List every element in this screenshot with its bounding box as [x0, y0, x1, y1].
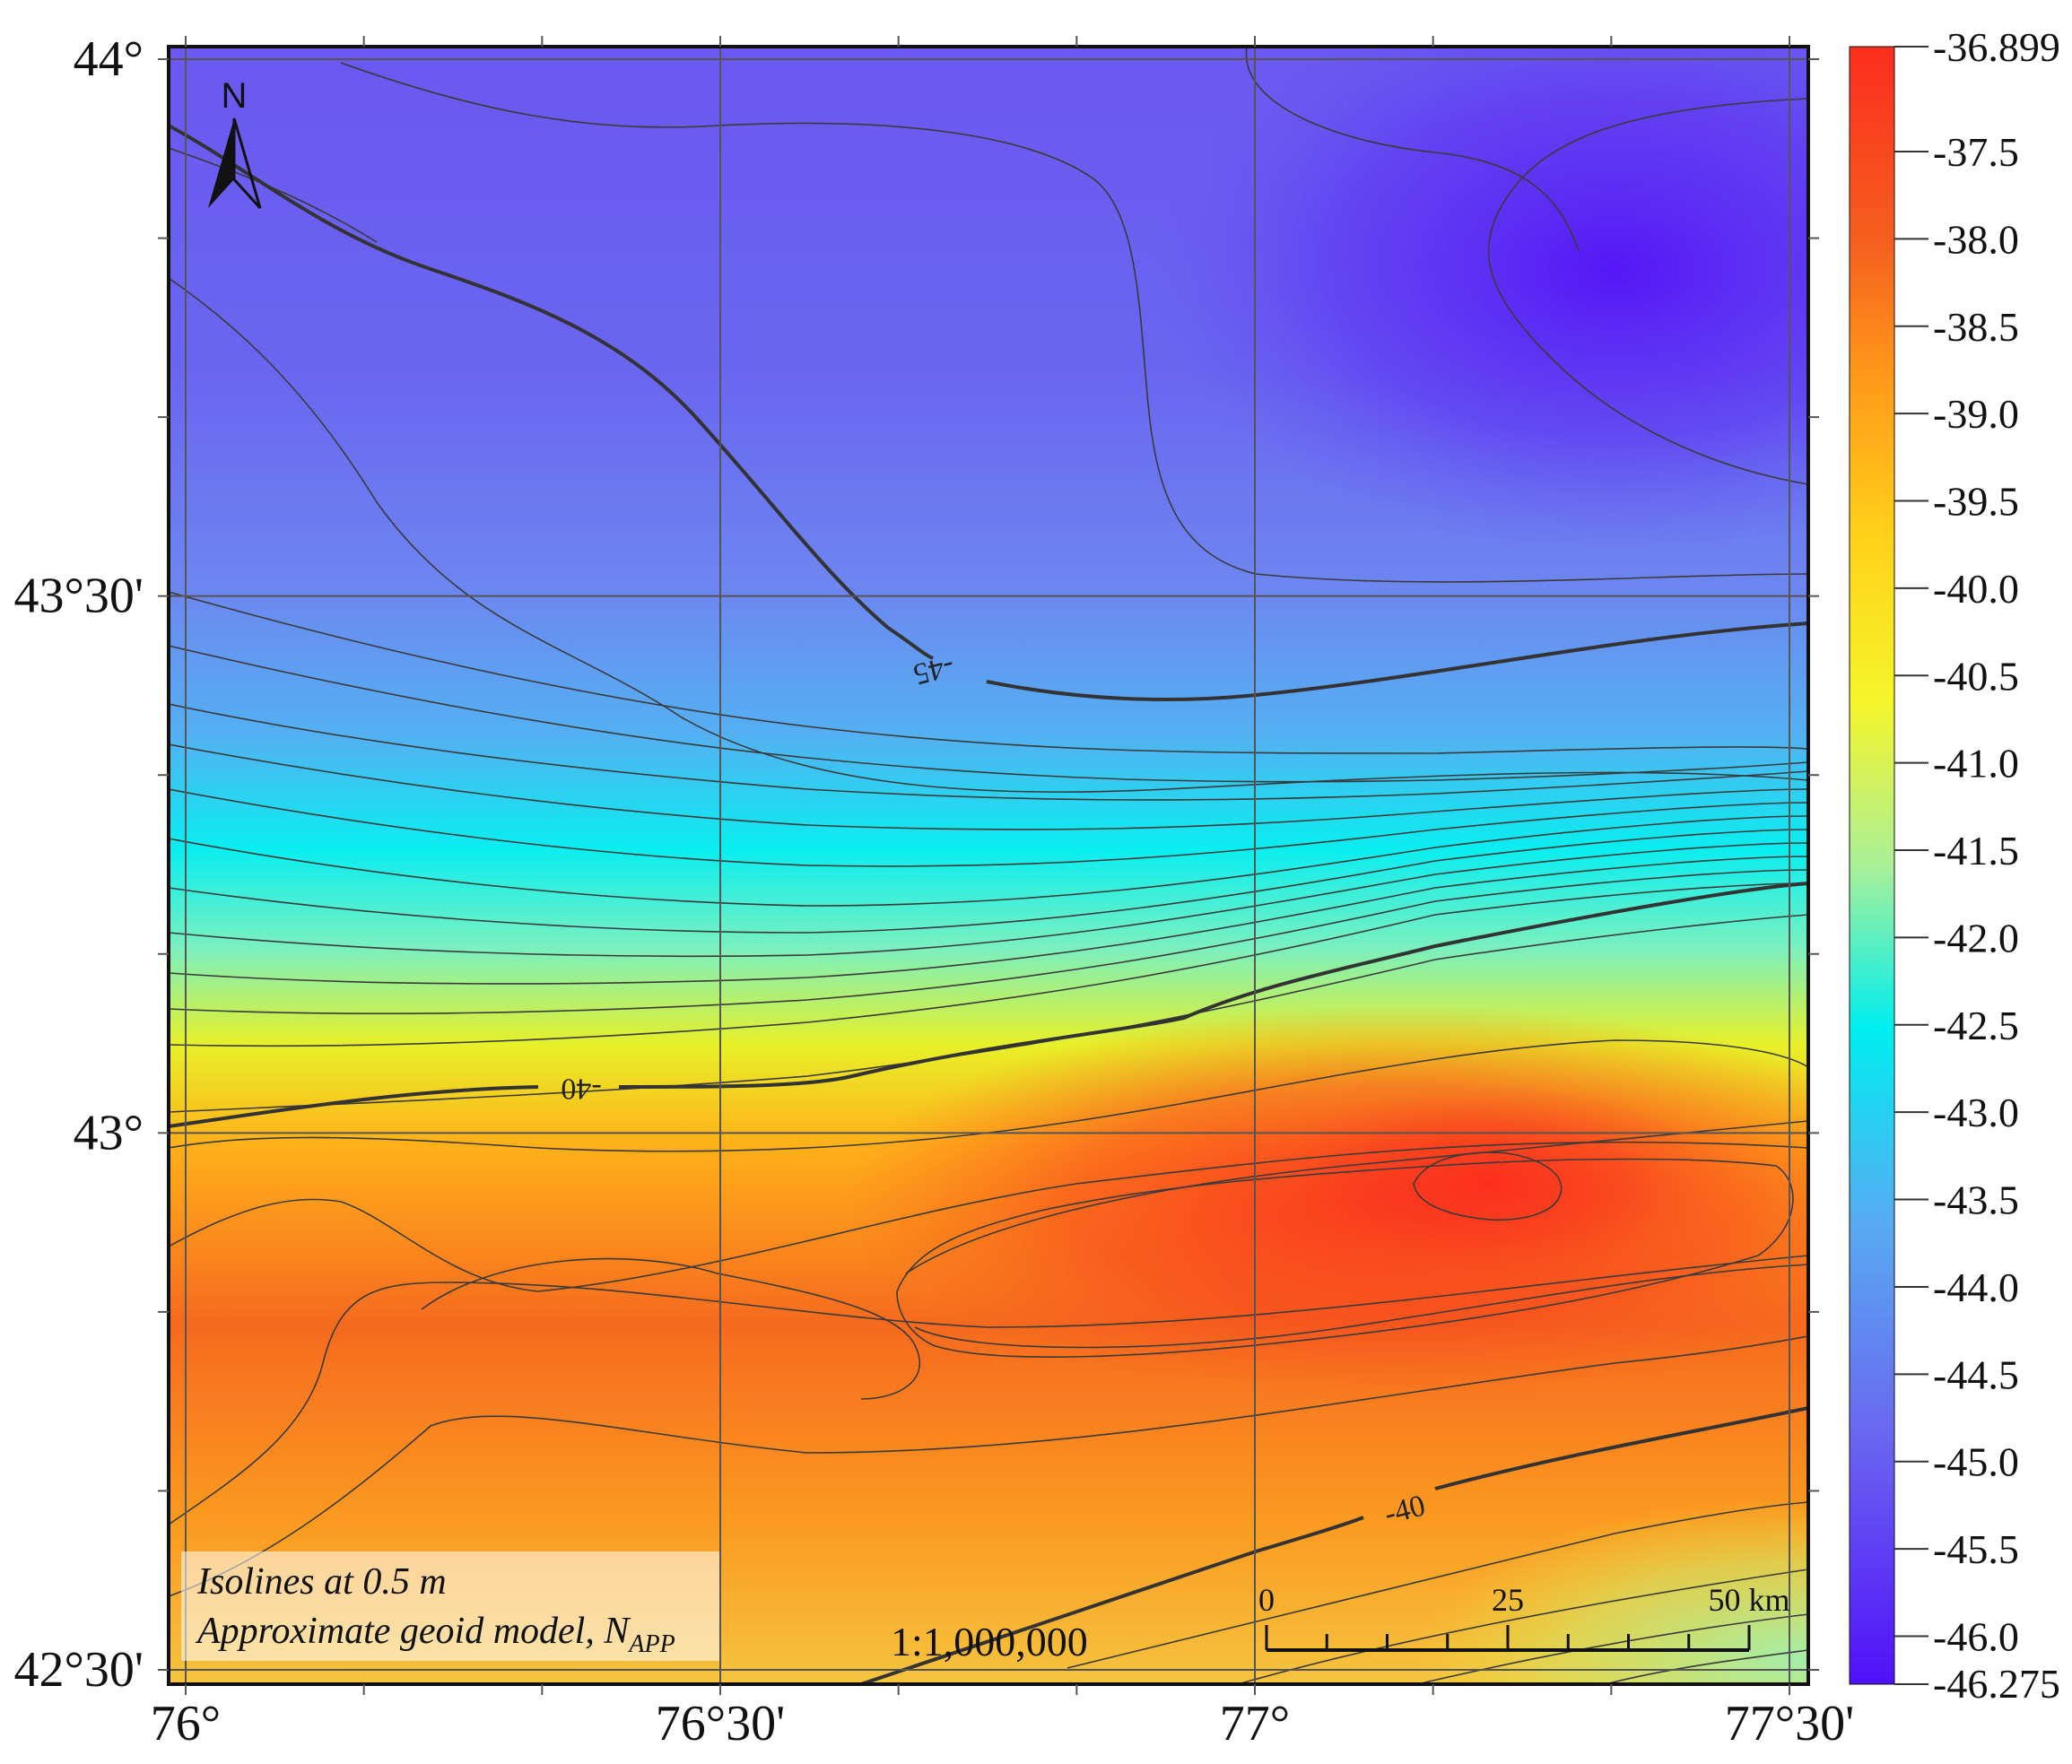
geoid-low-region	[1148, 47, 1808, 556]
colorbar-tick-label: -40.5	[1933, 653, 2019, 699]
y-tick-label: 43°	[74, 1105, 144, 1160]
index-isoline-minus-40-north	[169, 882, 1808, 1128]
map-frame	[167, 45, 1810, 1686]
frame-ticks	[158, 36, 1819, 1695]
isolines	[169, 47, 1808, 1684]
isoline	[169, 842, 1808, 958]
info-model-subscript: APP	[627, 1630, 675, 1658]
isoline	[169, 277, 1808, 793]
isoline	[169, 1039, 1808, 1152]
isoline	[1416, 1613, 1808, 1684]
colorbar-tick-label: -45.5	[1933, 1526, 2019, 1572]
contour-labels: -45 -40 -40	[561, 649, 1428, 1532]
info-model-text: Approximate geoid model, NAPP	[195, 1611, 675, 1658]
isoline	[169, 645, 1808, 783]
isoline	[169, 829, 1808, 934]
scale-label-zero: 0	[1258, 1582, 1275, 1618]
colorbar-ramp	[1849, 46, 1895, 1685]
index-isolines	[169, 124, 1808, 1684]
isoline	[169, 1335, 1808, 1597]
colorbar-tick-label: -46.0	[1933, 1613, 2019, 1659]
x-tick-label: 76°	[151, 1696, 221, 1751]
colorbar-tick-label: -41.5	[1933, 828, 2019, 873]
isoline	[169, 703, 1808, 801]
y-tick-label: 43°30'	[14, 569, 144, 624]
colorbar-ticks	[1894, 46, 1928, 1685]
graticule	[169, 47, 1808, 1684]
isoline	[169, 743, 1808, 830]
index-isoline-minus-45	[169, 124, 1808, 701]
north-arrow-outline-icon	[232, 117, 262, 210]
colorbar-min-label: -46.275	[1933, 1661, 2060, 1707]
info-isolines-text: Isolines at 0.5 m	[196, 1561, 447, 1603]
map-field: -45 -40 -40 N Isolines at 0.5 m Approxim…	[169, 47, 1808, 1684]
colorbar-tick-labels: -37.5 -38.0 -38.5 -39.0 -39.5 -40.0 -40.5 -41.0…	[1933, 129, 2019, 1659]
colorbar-tick-label: -41.0	[1933, 741, 2019, 786]
isoline	[340, 62, 1808, 583]
y-tick-label: 44°	[74, 31, 144, 87]
geoid-high-core	[1256, 1085, 1722, 1282]
colorbar-tick-label: -42.0	[1933, 915, 2019, 960]
north-arrow-icon	[208, 118, 234, 208]
colorbar-tick-label: -45.0	[1933, 1439, 2019, 1485]
colorbar-max-label: -36.899	[1933, 24, 2060, 70]
colorbar-tick-label: -44.0	[1933, 1264, 2019, 1310]
x-tick-label: 77°30'	[1725, 1696, 1854, 1751]
colorbar-tick-label: -43.5	[1933, 1177, 2019, 1223]
colorbar-tick-label: -40.0	[1933, 566, 2019, 612]
colorbar-tick-label: -38.0	[1933, 216, 2019, 262]
north-arrow-label: N	[222, 76, 248, 116]
info-box-background	[181, 1551, 719, 1661]
isoline	[1413, 1151, 1563, 1221]
colorbar-tick-label: -44.5	[1933, 1351, 2019, 1397]
isoline	[905, 1120, 1808, 1274]
x-tick-label: 77°	[1220, 1696, 1290, 1751]
isoline	[169, 856, 1808, 985]
isoline	[169, 815, 1808, 907]
y-axis-labels: 44° 43°30' 43° 42°30'	[14, 31, 144, 1698]
colorbar-tick-label: -37.5	[1933, 129, 2019, 175]
colorbar-tick-label: -42.5	[1933, 1003, 2019, 1048]
info-model-main: Approximate geoid model, N	[195, 1611, 631, 1652]
scale-label-25: 25	[1492, 1582, 1524, 1618]
index-isoline-minus-40-south	[860, 1406, 1808, 1684]
geoid-green-corner	[1417, 1498, 1808, 1684]
north-arrow: N	[208, 76, 262, 210]
colorbar-tick-label: -39.0	[1933, 391, 2019, 437]
isoline	[914, 1264, 1808, 1349]
x-tick-label: 76°30'	[656, 1696, 785, 1751]
isoline	[1605, 1649, 1808, 1684]
isoline	[1237, 1568, 1808, 1684]
scale-bar-ticks	[1265, 1625, 1751, 1650]
scale-ratio: 1:1,000,000	[891, 1619, 1088, 1664]
colorbar-tick-label: -43.0	[1933, 1090, 2019, 1135]
isoline	[1245, 47, 1580, 252]
isoline	[421, 1257, 921, 1400]
isoline	[1066, 1501, 1808, 1669]
colorbar: -36.899 -46.275 -37.5 -38.0 -38.5 -39.0 -39.…	[1849, 24, 2060, 1707]
info-box: Isolines at 0.5 m Approximate geoid mode…	[181, 1551, 719, 1661]
x-axis-labels: 76° 76°30' 77° 77°30'	[151, 1696, 1854, 1751]
isoline	[169, 591, 1808, 754]
isoline	[169, 869, 1808, 1014]
colorbar-tick-label: -38.5	[1933, 304, 2019, 350]
isoline	[169, 1255, 1808, 1525]
isoline	[169, 788, 1808, 867]
scale-bar: 0 25 50 km	[1258, 1582, 1790, 1652]
isoline	[169, 882, 1808, 1047]
y-tick-label: 42°30'	[14, 1642, 144, 1698]
isoline	[169, 1141, 1808, 1292]
scale-label-50km: 50 km	[1708, 1582, 1789, 1618]
isoline	[896, 1158, 1794, 1358]
contour-label-minus-40-north: -40	[561, 1072, 601, 1105]
colorbar-tick-label: -39.5	[1933, 479, 2019, 525]
isoline	[1487, 98, 1808, 485]
